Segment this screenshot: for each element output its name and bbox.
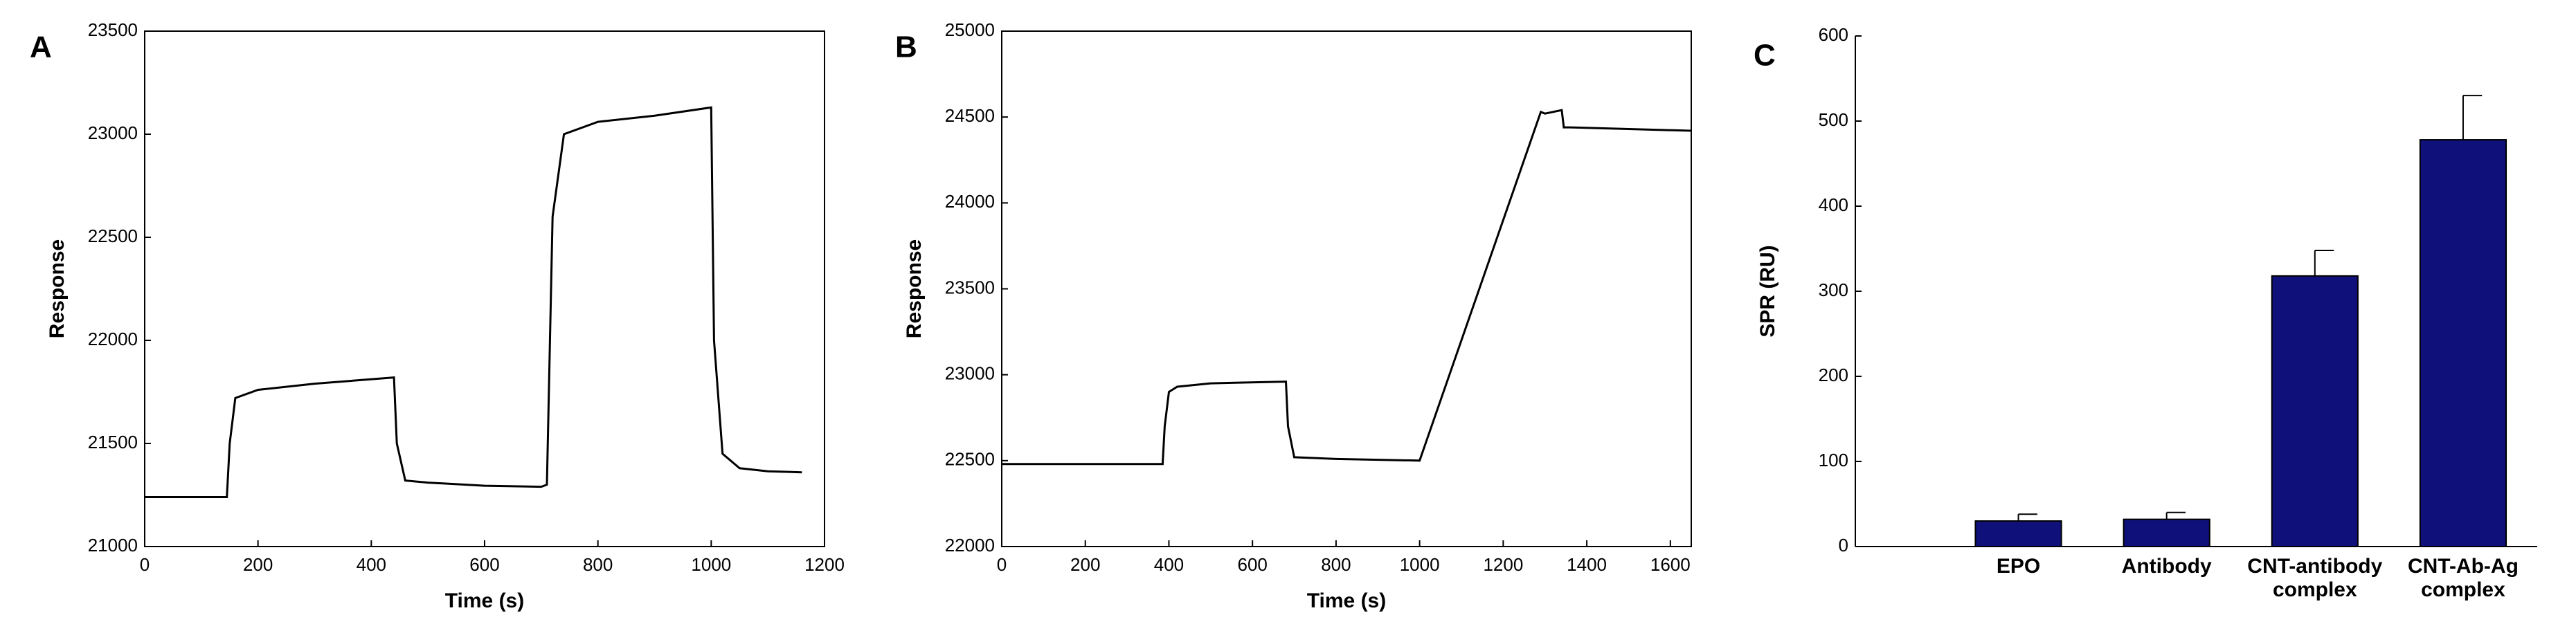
y-tick-label: 25000 xyxy=(945,19,995,40)
x-category-label: EPO xyxy=(1997,555,2040,578)
x-tick-label: 400 xyxy=(357,554,386,575)
y-tick-label: 22500 xyxy=(88,226,138,246)
x-category-label: CNT-Ab-Ag complex xyxy=(2408,555,2519,601)
x-tick-label: 1000 xyxy=(1400,554,1440,575)
y-tick-label: 300 xyxy=(1819,279,1848,300)
panel-letter: B xyxy=(895,30,917,64)
x-tick-label: 600 xyxy=(469,554,499,575)
y-tick-label: 400 xyxy=(1819,194,1848,215)
bar xyxy=(2419,139,2507,547)
response-line xyxy=(145,106,802,498)
y-tick-label: 23500 xyxy=(88,19,138,40)
y-tick-label: 22000 xyxy=(945,535,995,556)
y-tick-label: 23500 xyxy=(945,277,995,297)
x-category-label: Antibody xyxy=(2122,555,2212,578)
x-tick-label: 200 xyxy=(1070,554,1100,575)
plot-frame xyxy=(144,30,825,547)
x-tick-label: 200 xyxy=(243,554,273,575)
y-axis-title: SPR (RU) xyxy=(1756,245,1779,337)
x-tick-label: 0 xyxy=(997,554,1007,575)
y-tick-label: 24500 xyxy=(945,105,995,126)
y-tick-label: 21000 xyxy=(88,535,138,556)
y-tick-label: 23000 xyxy=(88,122,138,143)
bar xyxy=(2123,518,2210,548)
y-axis-title: Response xyxy=(46,239,69,338)
bar xyxy=(2271,275,2359,547)
y-tick-label: 22500 xyxy=(945,449,995,470)
y-tick-label: 100 xyxy=(1819,450,1848,470)
y-tick-label: 0 xyxy=(1839,535,1848,556)
x-axis-title: Time (s) xyxy=(1307,589,1386,612)
x-tick-label: 1600 xyxy=(1650,554,1691,575)
y-tick-label: 600 xyxy=(1819,24,1848,45)
x-tick-label: 1200 xyxy=(1483,554,1523,575)
x-tick-label: 400 xyxy=(1154,554,1184,575)
bar xyxy=(1974,520,2062,547)
x-tick-label: 800 xyxy=(1321,554,1351,575)
y-tick-label: 22000 xyxy=(88,329,138,349)
plot-frame xyxy=(1001,30,1692,547)
x-axis-title: Time (s) xyxy=(445,589,524,612)
x-tick-label: 1200 xyxy=(804,554,845,575)
y-tick-label: 200 xyxy=(1819,365,1848,385)
y-tick-label: 21500 xyxy=(88,432,138,452)
y-axis-title: Response xyxy=(903,239,926,338)
x-tick-label: 1000 xyxy=(691,554,731,575)
y-tick-label: 24000 xyxy=(945,191,995,212)
panel-letter: C xyxy=(1754,39,1776,73)
y-tick-label: 23000 xyxy=(945,363,995,384)
x-tick-label: 1400 xyxy=(1567,554,1607,575)
x-tick-label: 600 xyxy=(1237,554,1267,575)
x-tick-label: 0 xyxy=(140,554,150,575)
y-tick-label: 500 xyxy=(1819,109,1848,130)
response-line xyxy=(1002,109,1692,466)
x-category-label: CNT-antibody complex xyxy=(2247,555,2382,601)
x-tick-label: 800 xyxy=(583,554,613,575)
panel-letter: A xyxy=(30,30,52,64)
